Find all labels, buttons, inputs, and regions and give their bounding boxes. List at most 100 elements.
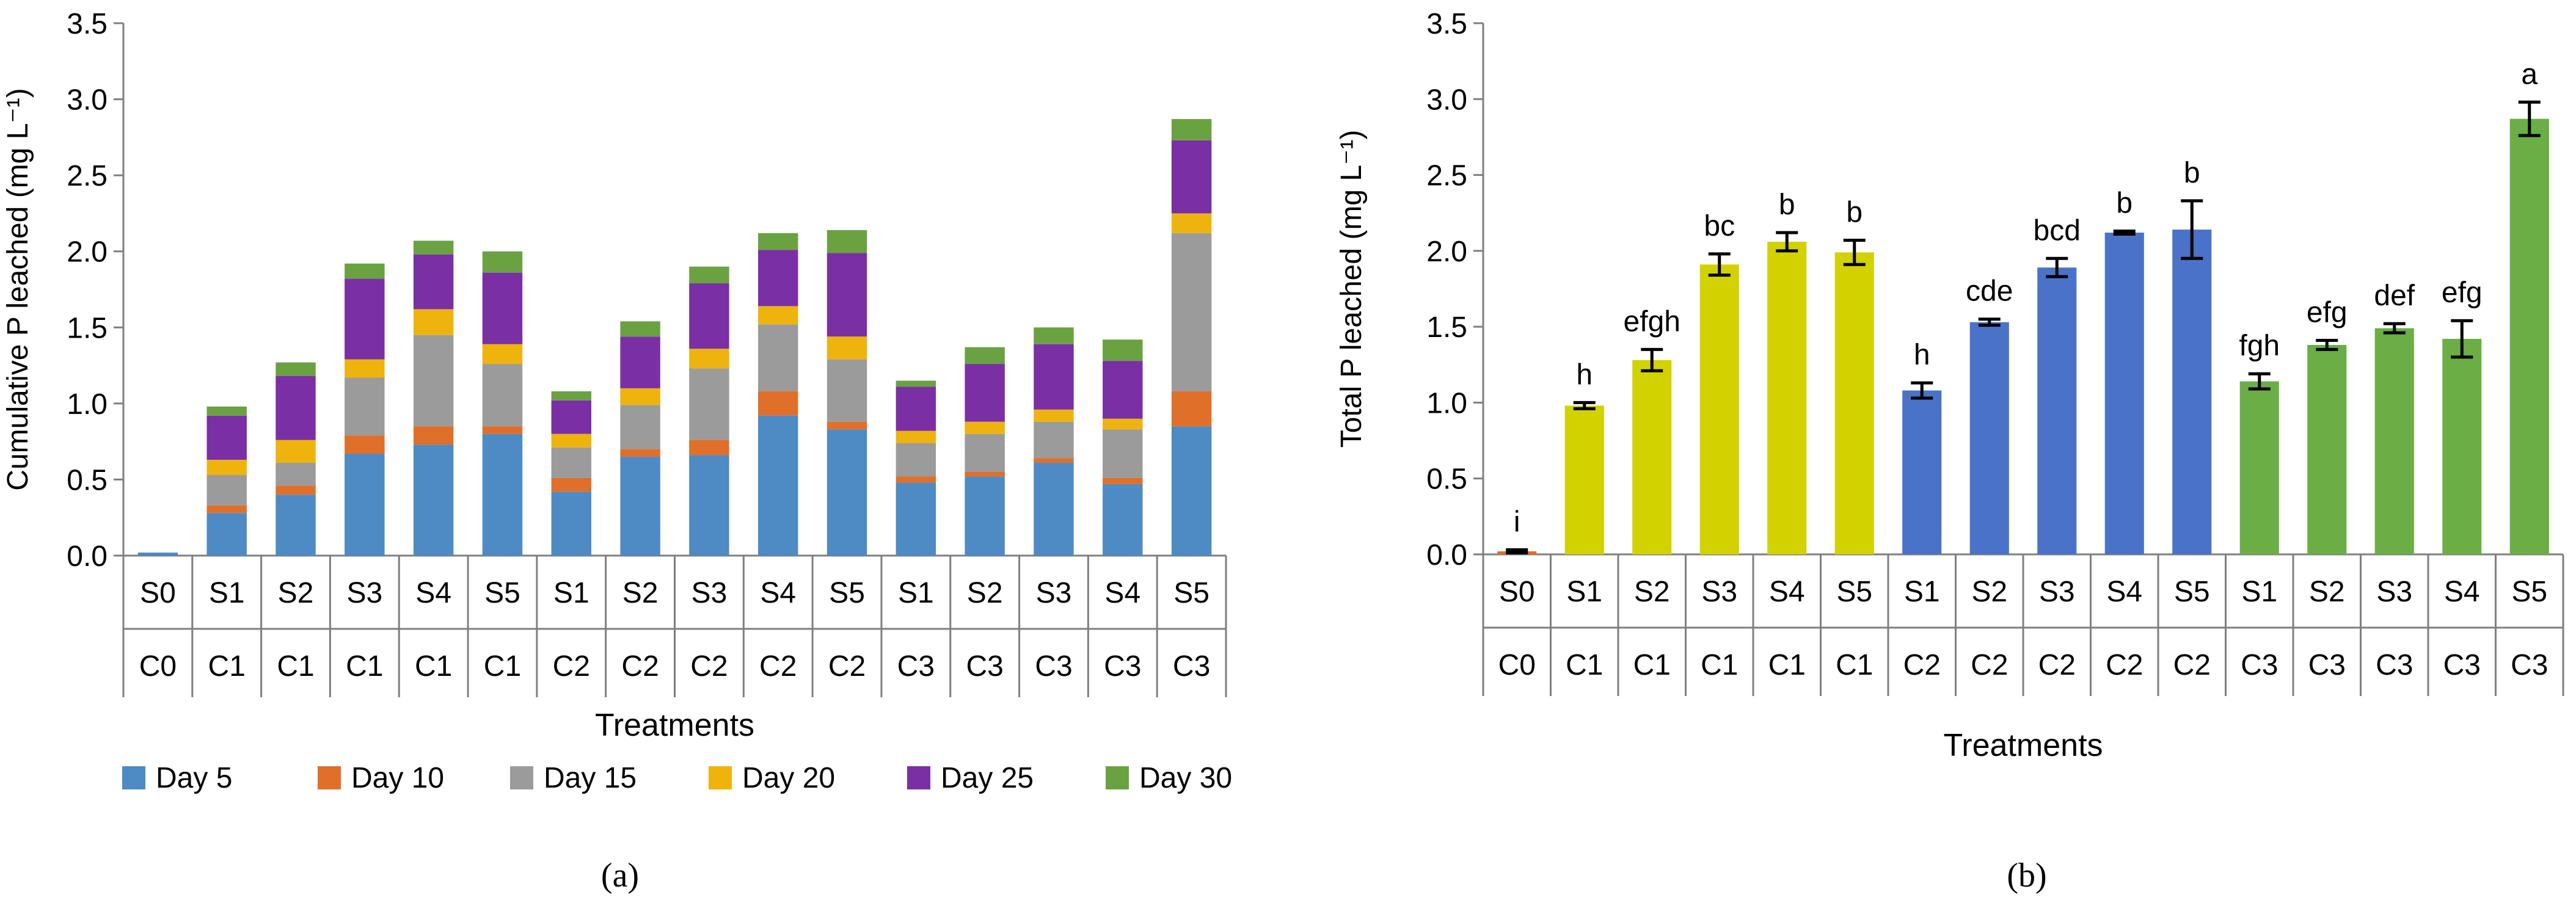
a-bar-segment-day-15 [826,359,867,422]
a-bar-segment-day-20 [689,349,729,369]
a-x-tick-label-c: C2 [690,650,728,683]
chart-b-total-p: 0.0 0.5 1.0 1.5 2.0 2.5 3.0 3.5 Total P leached … [1335,8,2564,763]
a-x-tick-label-s: S5 [829,577,865,609]
b-significance-letter: bc [1704,210,1735,242]
a-bar-segment-day-10 [275,485,316,495]
a-bar-segment-day-10 [345,435,385,454]
a-bar-segment-day-10 [689,440,729,455]
a-legend-label: Day 20 [742,762,835,794]
a-bar-segment-day-20 [620,388,660,405]
b-x-tick-label-c: C3 [2241,649,2278,681]
b-bar [1902,390,1942,554]
a-bar-segment-day-30 [620,321,660,337]
b-x-tick-label-c: C2 [2106,649,2143,681]
b-bar [2104,233,2144,554]
b-y-tick-label: 0.0 [1426,539,1467,571]
a-bar-segment-day-15 [896,443,936,477]
a-bar-segment-day-30 [1171,118,1212,140]
a-bar-segment-day-20 [413,309,454,335]
a-bar-segment-day-20 [826,336,867,360]
b-significance-letter: b [1779,189,1795,221]
b-x-tick-label-s: S5 [1836,576,1872,608]
b-significance-letter: def [2374,280,2415,312]
a-bar-segment-day-25 [826,253,867,337]
a-y-axis-title: Cumulative P leached (mg L⁻¹) [2,88,34,490]
b-x-tick-label-c: C3 [2308,649,2346,681]
a-bar-segment-day-10 [826,421,867,430]
a-bar-segment-day-25 [1034,344,1074,410]
b-x-tick-label-s: S5 [2174,576,2210,608]
a-bar-segment-day-5 [896,482,936,556]
a-x-tick-label-s: S3 [1036,577,1072,609]
b-bar [1699,264,1739,554]
a-bar-segment-day-10 [1034,458,1074,463]
b-x-tick-label-c: C0 [1498,649,1536,681]
a-x-tick-label-s: S4 [415,577,451,609]
b-x-tick-label-s: S4 [2106,576,2142,608]
b-x-tick-label-s: S2 [1634,576,1670,608]
a-bar-segment-day-20 [1171,213,1212,233]
b-x-tick-label-c: C1 [1701,649,1738,681]
a-bar-segment-day-5 [345,454,385,556]
b-bar [2442,339,2482,554]
b-y-tick-label: 0.5 [1426,463,1467,496]
b-significance-letter: cde [1966,275,2013,308]
a-bar-segment-day-20 [965,421,1005,434]
a-bar-segment-day-25 [206,415,247,460]
a-bar-segment-day-30 [413,241,454,255]
b-significance-letter: a [2521,58,2538,90]
a-bar-segment-day-25 [965,364,1005,422]
a-bar-segment-day-15 [1103,429,1143,478]
a-x-tick-label-c: C1 [484,650,521,683]
a-bar-segment-day-5 [137,553,178,556]
a-bar-segment-day-5 [206,513,247,556]
b-significance-letter: efgh [1624,305,1680,338]
a-bar-segment-day-15 [551,448,591,478]
a-bar-segment-day-5 [551,491,591,556]
panel-b-label: (b) [2007,857,2046,894]
b-x-tick-label-c: C2 [1903,649,1941,681]
a-x-tick-label-c: C3 [1104,650,1141,683]
a-bar-segment-day-10 [1103,477,1143,484]
a-bar-segment-day-25 [482,272,523,344]
b-significance-letter: i [1514,506,1520,539]
a-bar-segment-day-30 [206,406,247,416]
b-significance-letter: b [1846,196,1863,228]
a-legend-label: Day 30 [1139,762,1232,794]
a-y-tick-label: 1.5 [67,312,108,344]
a-bar-segment-day-25 [345,278,385,360]
b-x-tick-label-s: S5 [2511,576,2547,608]
a-bar-segment-day-30 [896,380,936,387]
a-bar-segment-day-5 [826,429,867,556]
b-bar [2374,328,2414,554]
a-x-tick-label-c: C3 [966,650,1003,683]
b-significance-letter: bcd [2034,214,2081,247]
a-x-tick-label-s: S3 [691,577,728,609]
a-bar-segment-day-20 [482,344,523,364]
b-bar [1767,241,1807,554]
a-x-tick-label-s: S2 [967,577,1003,609]
a-bar-segment-day-20 [896,430,936,443]
a-x-tick-label-c: C3 [897,650,935,683]
a-bar-segment-day-5 [275,495,316,556]
b-bar [1632,360,1672,554]
b-significance-letter: b [2116,187,2133,220]
a-bar-segment-day-5 [1103,484,1143,556]
b-significance-letter: efg [2442,277,2483,309]
a-bar-segment-day-10 [206,505,247,513]
b-x-tick-label-c: C1 [1566,649,1603,681]
a-legend-swatch [318,766,341,789]
b-x-tick-label-s: S1 [1904,576,1940,608]
a-bar-segment-day-15 [1171,233,1212,391]
b-x-tick-label-s: S0 [1499,576,1535,608]
b-y-tick-label: 2.5 [1426,160,1467,192]
b-bar [1969,322,2009,554]
a-bar-segment-day-30 [1034,327,1074,344]
a-x-tick-label-c: C0 [139,650,177,683]
a-x-tick-label-c: C1 [346,650,383,683]
b-x-tick-label-s: S2 [2309,576,2345,608]
a-x-tick-label-c: C3 [1035,650,1072,683]
a-bar-segment-day-5 [413,444,454,556]
a-bar-segment-day-30 [689,266,729,284]
b-x-tick-label-s: S3 [1701,576,1737,608]
